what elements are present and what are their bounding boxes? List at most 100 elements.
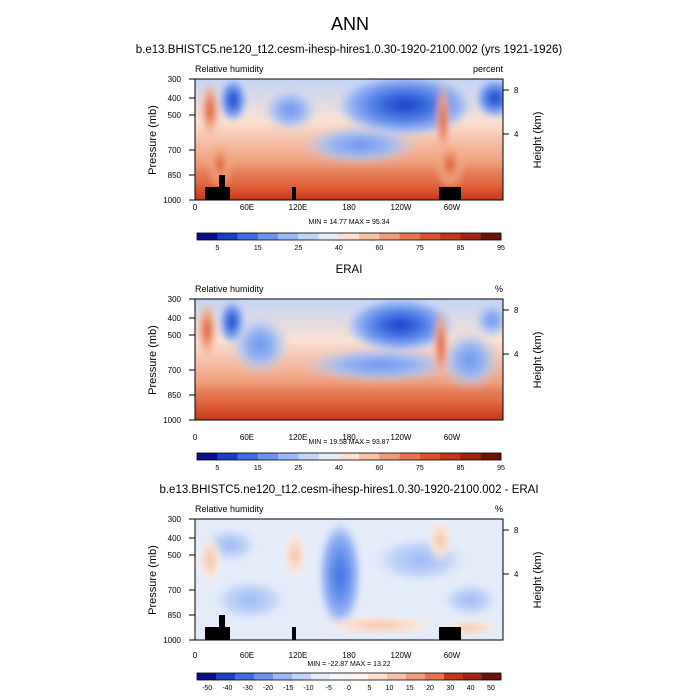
variable-label: Relative humidity <box>195 284 264 294</box>
colorbar-label: -10 <box>303 685 313 692</box>
colorbar-swatch <box>480 453 502 460</box>
y-tick-label: 400 <box>168 314 182 323</box>
colorbar-label: 40 <box>335 465 343 472</box>
colorbar-label: 95 <box>497 465 505 472</box>
contour-field <box>195 519 503 640</box>
y-tick-label: 500 <box>168 111 182 120</box>
y-ticks-marks <box>189 518 509 641</box>
panel-model: b.e13.BHISTC5.ne120_t12.cesm-ihesp-hires… <box>136 44 563 252</box>
colorbar-swatch <box>338 233 360 240</box>
variable-label: Relative humidity <box>195 64 264 74</box>
colorbar-swatch <box>463 673 483 680</box>
colorbar-label: 75 <box>416 245 424 252</box>
colorbar-swatch <box>292 673 312 680</box>
x-tick-label: 120E <box>289 433 308 442</box>
colorbar-label: 15 <box>254 465 262 472</box>
contour-field <box>195 299 503 420</box>
colorbar-swatch <box>330 673 350 680</box>
panel-diff: b.e13.BHISTC5.ne120_t12.cesm-ihesp-hires… <box>147 484 544 692</box>
colorbar-swatch <box>311 673 331 680</box>
x-tick-label: 0 <box>193 651 198 660</box>
colorbar-label: 0 <box>347 685 351 692</box>
y-axis-label: Pressure (mb) <box>147 325 159 395</box>
colorbar-swatch <box>460 233 482 240</box>
panel-title: ERAI <box>336 264 363 276</box>
colorbar-swatch <box>419 233 441 240</box>
x-tick-label: 180 <box>342 433 356 442</box>
panel-title: b.e13.BHISTC5.ne120_t12.cesm-ihesp-hires… <box>136 44 563 56</box>
plot-frame <box>194 78 504 201</box>
y-ticks-marks <box>189 298 509 421</box>
colorbar-label: 20 <box>426 685 434 692</box>
colorbar-swatch <box>217 453 238 460</box>
colorbar-swatch <box>318 233 340 240</box>
colorbar-swatch <box>387 673 407 680</box>
colorbar-label: 85 <box>457 465 465 472</box>
colorbar-label: 85 <box>457 245 465 252</box>
x-tick-label: 120W <box>391 651 412 660</box>
colorbar-label: 60 <box>376 465 384 472</box>
colorbar-label: 15 <box>406 685 414 692</box>
colorbar-label: 15 <box>254 245 262 252</box>
colorbar-swatch <box>440 233 461 240</box>
x-axis: 0 60E 120E 180 120W 60W <box>193 433 461 442</box>
x-tick-label: 60E <box>240 433 254 442</box>
colorbar-swatch <box>217 233 238 240</box>
colorbar-swatch <box>419 453 441 460</box>
colorbar-label: -15 <box>283 685 293 692</box>
colorbar-label: 40 <box>467 685 475 692</box>
colorbar-swatch <box>482 673 502 680</box>
colorbar-label: 75 <box>416 465 424 472</box>
min-max-stats: MIN = -22.87 MAX = 13.22 <box>307 661 390 668</box>
y-axis-right-label: Height (km) <box>532 552 544 609</box>
x-tick-label: 180 <box>342 203 356 212</box>
colorbar-swatch <box>368 673 388 680</box>
min-max-stats: MIN = 14.77 MAX = 95.34 <box>309 219 390 226</box>
y-right-tick-label: 8 <box>514 306 519 315</box>
y-tick-label: 400 <box>168 534 182 543</box>
colorbar-label: 60 <box>376 245 384 252</box>
colorbar: 5 15 25 40 60 75 85 95 <box>196 452 505 472</box>
terrain-mask <box>205 615 461 640</box>
y-tick-label: 700 <box>168 366 182 375</box>
colorbar-swatch <box>254 673 274 680</box>
colorbar-label: 40 <box>335 245 343 252</box>
colorbar-label: -40 <box>222 685 232 692</box>
x-tick-label: 180 <box>342 651 356 660</box>
colorbar-label: 95 <box>497 245 505 252</box>
y-tick-label: 700 <box>168 586 182 595</box>
x-tick-label: 60W <box>444 651 461 660</box>
y-tick-label: 400 <box>168 94 182 103</box>
colorbar-label: 25 <box>294 465 302 472</box>
y-tick-label: 850 <box>168 611 182 620</box>
colorbar-swatch <box>440 453 461 460</box>
variable-label: Relative humidity <box>195 504 264 514</box>
x-axis: 0 60E 120E 180 120W 60W <box>193 203 461 212</box>
colorbar-swatch <box>349 673 369 680</box>
y-ticks-marks <box>189 78 509 201</box>
plot-frame <box>194 518 504 641</box>
colorbar-swatch <box>278 233 299 240</box>
y-right-tick-label: 8 <box>514 86 519 95</box>
colorbar-swatch <box>235 673 255 680</box>
colorbar-swatch <box>406 673 426 680</box>
colorbar-swatch <box>359 233 380 240</box>
x-tick-label: 120W <box>391 433 412 442</box>
colorbar-swatch <box>273 673 293 680</box>
plot-frame <box>194 298 504 421</box>
x-tick-label: 60W <box>444 203 461 212</box>
colorbar: 5 15 25 40 60 75 85 95 <box>196 232 505 252</box>
colorbar-swatch <box>298 453 319 460</box>
units-label: % <box>495 504 503 514</box>
y-right-tick-label: 4 <box>514 350 519 359</box>
x-tick-label: 120E <box>289 203 308 212</box>
colorbar-swatch <box>480 233 502 240</box>
colorbar-label: 5 <box>215 465 219 472</box>
y-tick-label: 300 <box>168 75 182 84</box>
colorbar-swatch <box>278 453 299 460</box>
colorbar-swatch <box>399 453 421 460</box>
colorbar-label: -5 <box>326 685 332 692</box>
panel-obs: ERAI Relative humidity % 0 60E 120E 180 <box>147 264 544 472</box>
x-tick-label: 60W <box>444 433 461 442</box>
